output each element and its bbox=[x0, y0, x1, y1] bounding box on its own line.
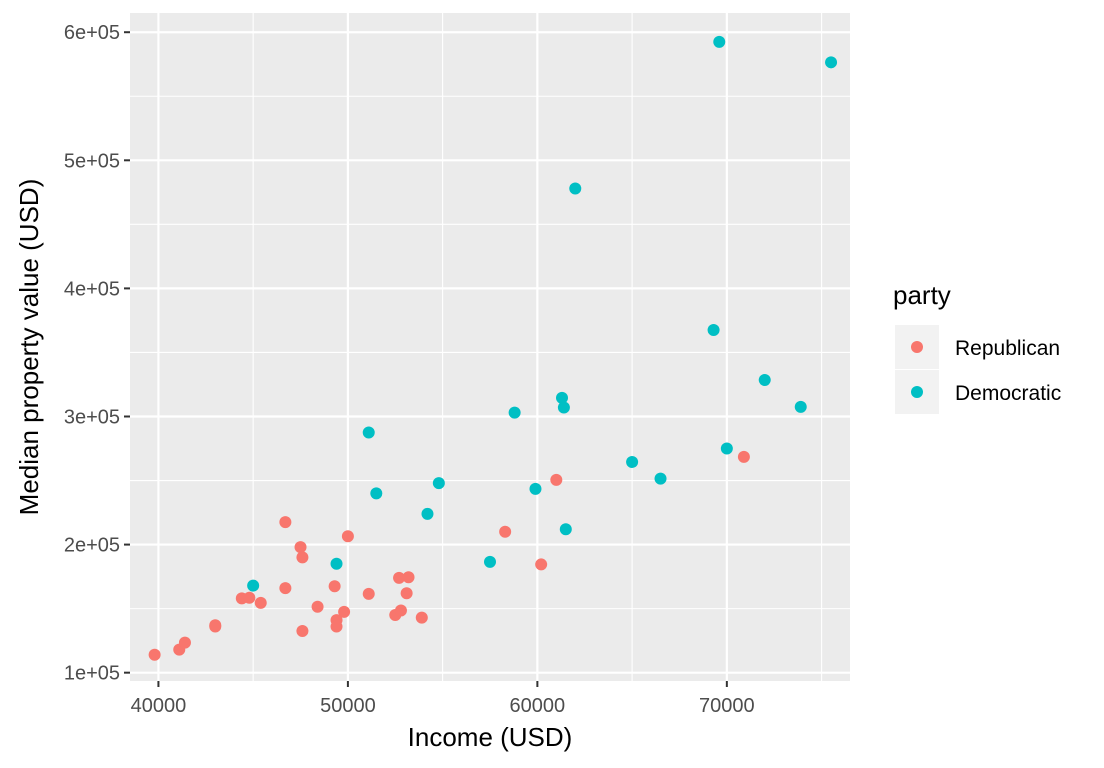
republican-point bbox=[294, 541, 307, 554]
republican-point bbox=[311, 600, 324, 613]
democratic-point bbox=[758, 373, 771, 386]
data-points bbox=[148, 35, 838, 661]
republican-point bbox=[550, 473, 563, 486]
democratic-point bbox=[825, 56, 838, 69]
x-tick-label: 50000 bbox=[320, 695, 376, 717]
legend-items: Republican Democratic bbox=[895, 325, 1061, 414]
legend-swatch-republican bbox=[911, 341, 923, 353]
republican-point bbox=[279, 582, 292, 595]
republican-point bbox=[362, 587, 375, 600]
republican-point bbox=[737, 450, 750, 463]
legend-title: party bbox=[893, 280, 951, 310]
republican-point bbox=[148, 648, 161, 661]
x-axis-ticks: 40000 50000 60000 70000 bbox=[131, 681, 755, 717]
plot-panel bbox=[130, 13, 850, 681]
legend-swatch-democratic bbox=[911, 386, 923, 398]
republican-point bbox=[254, 596, 267, 609]
y-tick-label: 1e+05 bbox=[64, 663, 120, 685]
republican-point bbox=[535, 558, 548, 571]
legend: party Republican Democratic bbox=[893, 280, 1061, 414]
republican-point bbox=[341, 530, 354, 543]
y-tick-label: 3e+05 bbox=[64, 406, 120, 428]
republican-point bbox=[394, 604, 407, 617]
democratic-point bbox=[529, 482, 542, 495]
republican-point bbox=[178, 636, 191, 649]
minor-gridlines bbox=[130, 13, 850, 681]
democratic-point bbox=[508, 406, 521, 419]
x-axis-title: Income (USD) bbox=[408, 722, 573, 752]
democratic-point bbox=[707, 324, 720, 337]
republican-point bbox=[330, 620, 343, 633]
legend-label-democratic: Democratic bbox=[955, 382, 1061, 405]
democratic-point bbox=[559, 523, 572, 536]
democratic-point bbox=[370, 487, 383, 500]
democratic-point bbox=[556, 391, 568, 404]
republican-point bbox=[415, 611, 428, 624]
republican-point bbox=[338, 605, 351, 618]
democratic-point bbox=[794, 400, 807, 413]
democratic-point bbox=[330, 557, 343, 570]
republican-point bbox=[296, 625, 309, 638]
democratic-point bbox=[484, 555, 496, 568]
y-axis-title: Median property value (USD) bbox=[14, 179, 44, 516]
democratic-point bbox=[713, 35, 726, 48]
republican-point bbox=[402, 571, 415, 584]
major-gridlines bbox=[130, 13, 850, 681]
democratic-point bbox=[569, 182, 582, 195]
republican-point bbox=[209, 619, 222, 632]
x-tick-label: 40000 bbox=[131, 695, 187, 717]
republican-point bbox=[499, 525, 512, 538]
democratic-point bbox=[626, 455, 639, 468]
republican-point bbox=[296, 551, 309, 564]
republican-point bbox=[243, 591, 256, 604]
republican-point bbox=[393, 571, 406, 584]
y-axis-ticks: 1e+05 2e+05 3e+05 4e+05 5e+05 6e+05 bbox=[64, 22, 130, 685]
y-tick-label: 2e+05 bbox=[64, 535, 120, 557]
democratic-point bbox=[421, 507, 434, 520]
democratic-point bbox=[362, 426, 375, 439]
republican-point bbox=[279, 516, 292, 529]
x-tick-label: 60000 bbox=[510, 695, 566, 717]
republican-point bbox=[400, 587, 413, 600]
y-tick-label: 4e+05 bbox=[64, 278, 120, 300]
y-tick-label: 5e+05 bbox=[64, 150, 120, 172]
democratic-point bbox=[557, 401, 570, 414]
democratic-point bbox=[654, 472, 667, 485]
democratic-point bbox=[720, 442, 733, 455]
legend-label-republican: Republican bbox=[955, 337, 1060, 360]
y-tick-label: 6e+05 bbox=[64, 22, 120, 44]
democratic-point bbox=[432, 477, 445, 490]
democratic-point bbox=[247, 579, 260, 592]
x-tick-label: 70000 bbox=[699, 695, 755, 717]
republican-point bbox=[328, 580, 341, 593]
